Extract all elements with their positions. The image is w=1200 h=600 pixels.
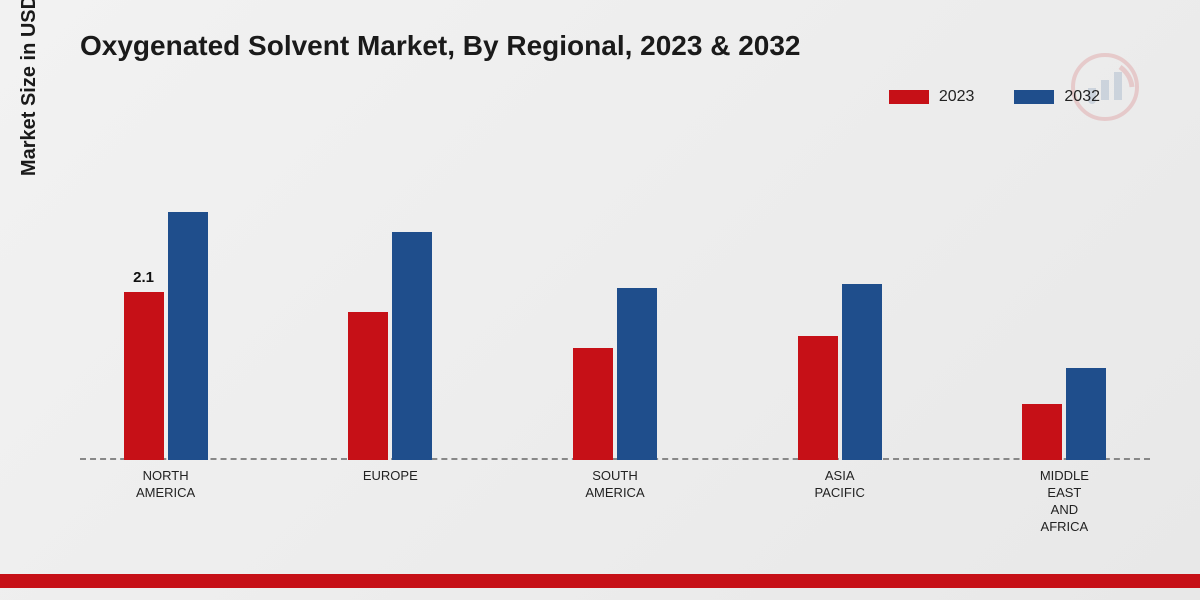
bar — [798, 336, 838, 460]
bar — [124, 292, 164, 460]
bar — [1066, 368, 1106, 460]
legend-item-2023: 2023 — [889, 88, 975, 106]
bar-group — [348, 232, 432, 460]
y-axis-label: Market Size in USD Billion — [18, 0, 41, 176]
bar — [168, 212, 208, 460]
x-axis-category-label: SOUTH AMERICA — [585, 468, 644, 502]
bar-group — [1022, 368, 1106, 460]
bar — [842, 284, 882, 460]
x-axis-category-label: EUROPE — [363, 468, 418, 485]
legend-item-2032: 2032 — [1014, 88, 1100, 106]
bar — [617, 288, 657, 460]
x-axis-category-label: MIDDLE EAST AND AFRICA — [1040, 468, 1089, 536]
footer-accent-bar — [0, 574, 1200, 588]
bar-group — [573, 288, 657, 460]
legend: 2023 2032 — [889, 88, 1100, 106]
chart-title: Oxygenated Solvent Market, By Regional, … — [80, 30, 801, 62]
x-axis-category-label: ASIA PACIFIC — [815, 468, 865, 502]
bar-group — [124, 212, 208, 460]
legend-label-2023: 2023 — [939, 88, 975, 106]
bar — [392, 232, 432, 460]
bar — [1022, 404, 1062, 460]
bar — [348, 312, 388, 460]
legend-swatch-2032 — [1014, 90, 1054, 104]
watermark-logo — [1070, 52, 1140, 122]
legend-swatch-2023 — [889, 90, 929, 104]
legend-label-2032: 2032 — [1064, 88, 1100, 106]
x-axis-category-label: NORTH AMERICA — [136, 468, 195, 502]
bar — [573, 348, 613, 460]
bar-value-label: 2.1 — [133, 269, 154, 286]
chart-plot-area: 2.1 — [80, 140, 1150, 460]
bar-group — [798, 284, 882, 460]
